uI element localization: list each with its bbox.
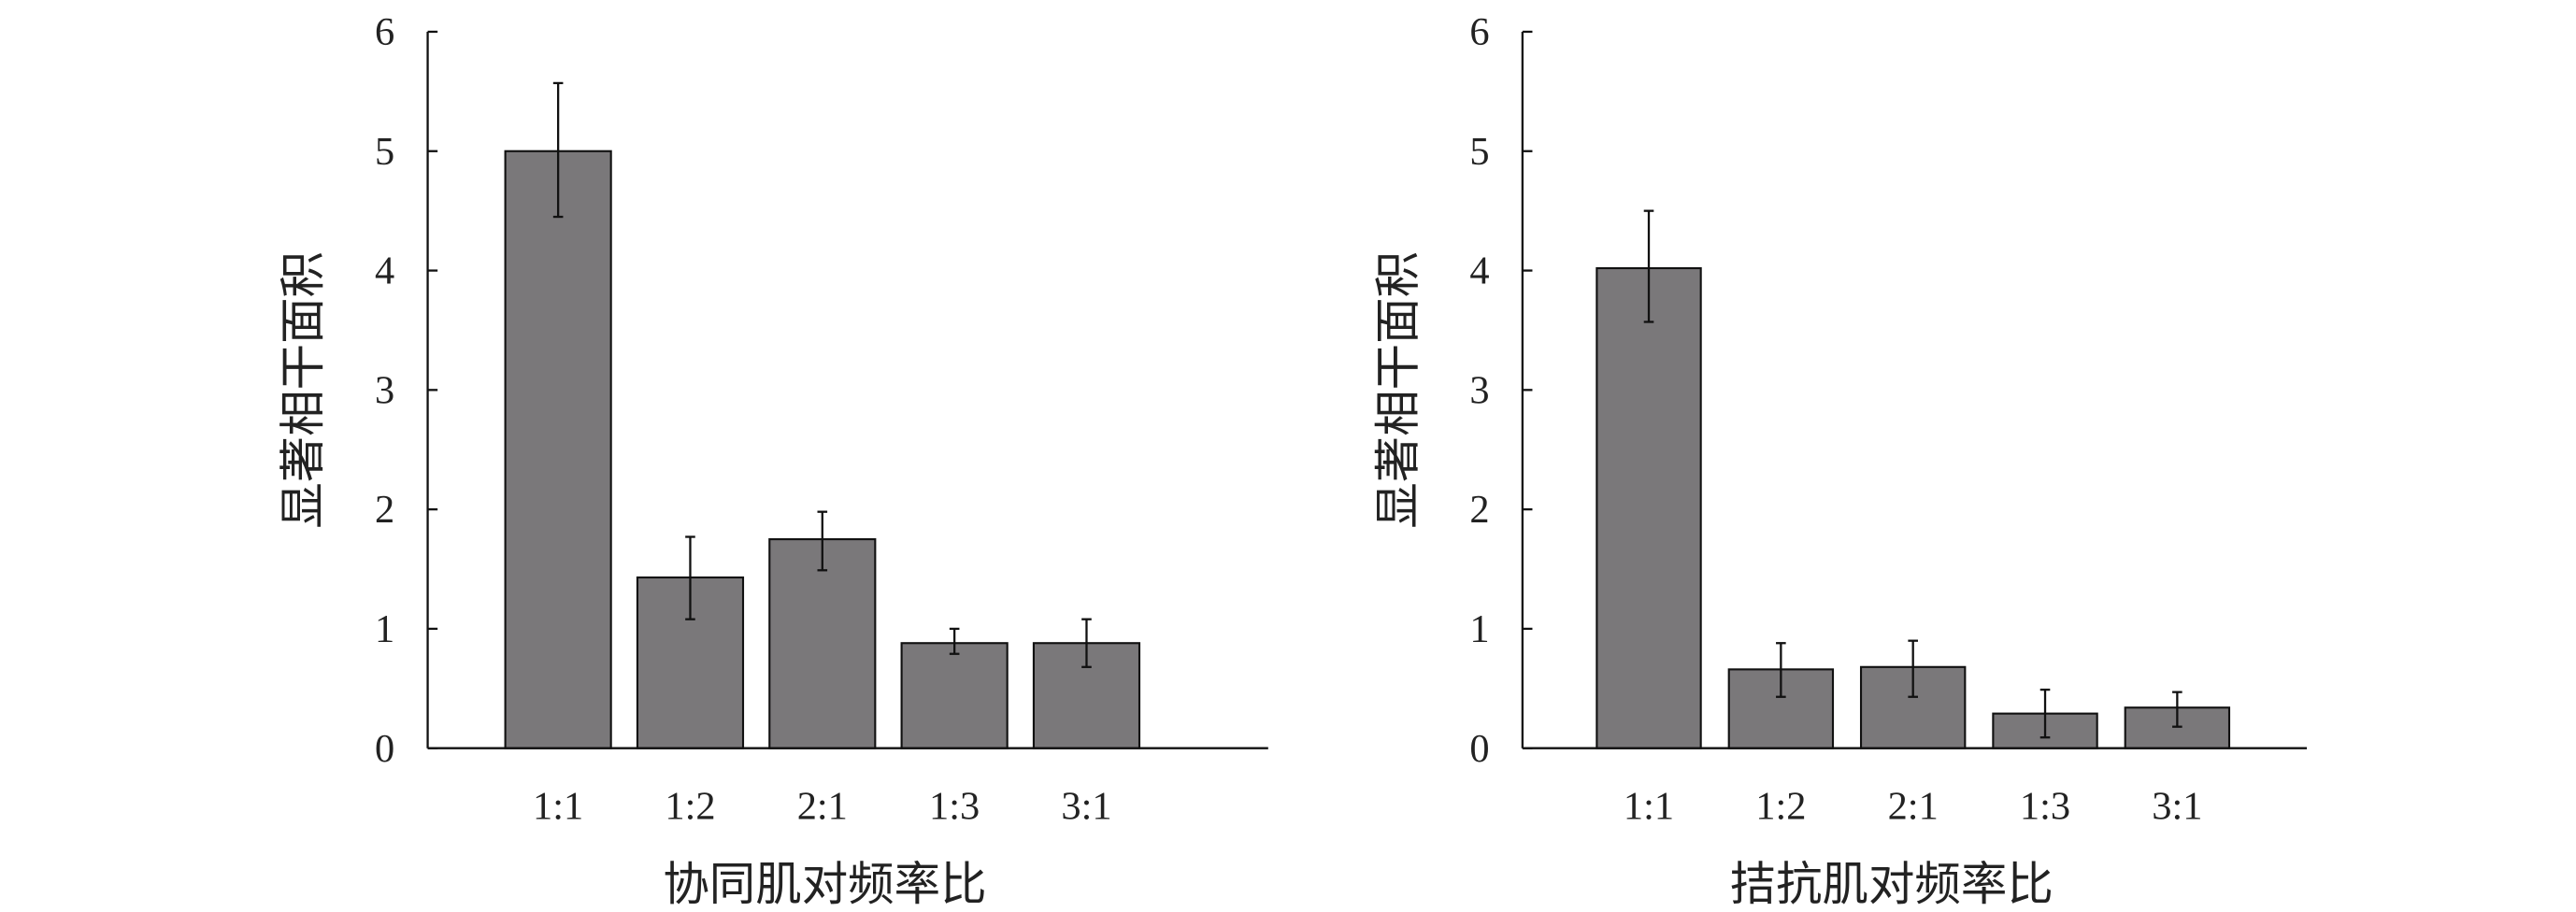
x-axis-label: 拮抗肌对频率比 (1730, 859, 2054, 910)
x-tick-label: 3:1 (1061, 785, 1111, 829)
y-tick-label: 6 (1469, 10, 1489, 54)
y-tick-label: 2 (375, 488, 394, 532)
bar (900, 642, 1009, 749)
y-tick-label: 3 (1469, 368, 1489, 412)
x-tick-label: 1:1 (533, 785, 583, 829)
y-tick-label: 1 (375, 607, 394, 651)
x-axis-label: 协同肌对频率比 (663, 859, 986, 910)
y-tick-label: 5 (1469, 130, 1489, 174)
chart-antagonist: 1:1 1:2 2:1 1:3 3:1 0 1 2 3 4 5 6 拮抗肌对频率比 显著相干面积 (1372, 10, 2308, 910)
x-tick-label: 1:3 (929, 785, 980, 829)
y-axis-label: 显著相干面积 (1372, 251, 1424, 529)
y-tick-label: 2 (1469, 488, 1489, 532)
bar (504, 150, 612, 749)
y-tick-label: 0 (375, 727, 394, 771)
y-tick-label: 0 (1469, 727, 1489, 771)
y-tick-label: 4 (1469, 249, 1489, 293)
y-tick-label: 4 (375, 249, 394, 293)
y-tick-label: 6 (375, 10, 394, 54)
x-tick-label: 1:2 (1755, 785, 1806, 829)
x-tick-label: 3:1 (2152, 785, 2202, 829)
y-tick-label: 1 (1469, 607, 1489, 651)
y-tick-label: 5 (375, 130, 394, 174)
y-tick-label: 3 (375, 368, 394, 412)
x-tick-label: 2:1 (797, 785, 848, 829)
x-tick-label: 2:1 (1888, 785, 1939, 829)
x-tick-label: 1:3 (2020, 785, 2070, 829)
bar (1596, 266, 1702, 749)
x-tick-label: 1:2 (665, 785, 715, 829)
bar (768, 538, 877, 749)
chart-synergist: 1:1 1:2 2:1 1:3 3:1 0 1 2 3 4 5 6 协同肌对频率比 显著相干面积 (278, 10, 1268, 910)
y-axis-label: 显著相干面积 (278, 251, 329, 529)
x-tick-label: 1:1 (1624, 785, 1674, 829)
